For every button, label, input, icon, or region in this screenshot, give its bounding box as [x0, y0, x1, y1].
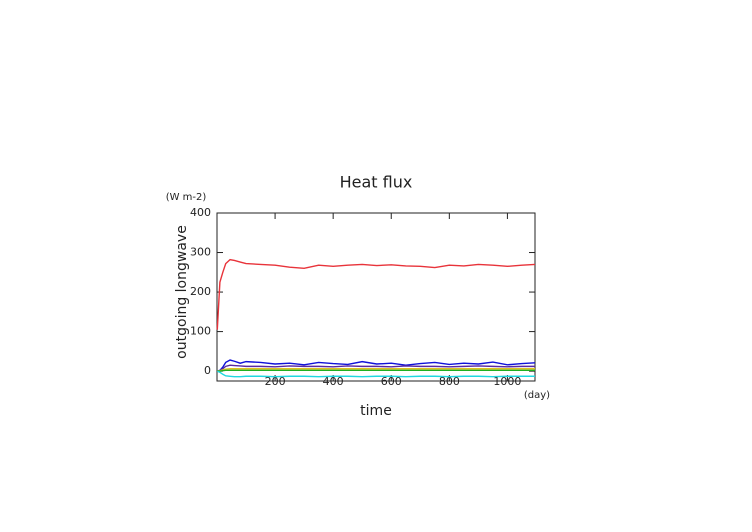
y-axis-label: outgoing longwave [174, 225, 190, 359]
series-line [217, 359, 536, 372]
series-line [216, 258, 536, 330]
y-tick-label: 400 [190, 206, 211, 219]
x-tick-label: 1000 [493, 375, 521, 388]
x-tick-label: 200 [265, 375, 286, 388]
x-tick-label: 800 [439, 375, 460, 388]
x-tick-label: 600 [381, 375, 402, 388]
x-tick-label: 400 [323, 375, 344, 388]
y-tick-label: 300 [190, 246, 211, 259]
series-line [217, 364, 535, 372]
series-line [217, 370, 535, 378]
y-tick-label: 200 [190, 285, 211, 298]
series-line [217, 369, 535, 372]
y-unit: (W m-2) [166, 192, 207, 203]
y-tick-label: 0 [204, 364, 211, 377]
x-unit: (day) [524, 390, 550, 401]
chart-title: Heat flux [340, 173, 413, 192]
plot-frame [216, 212, 536, 382]
x-axis-label: time [360, 403, 392, 419]
y-tick-label: 100 [190, 325, 211, 338]
series-line [217, 368, 535, 372]
